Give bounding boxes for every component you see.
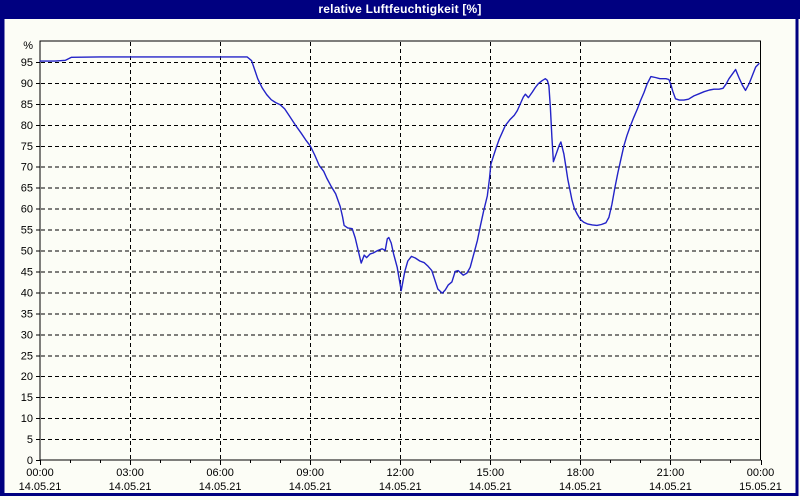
x-tick-date-label: 14.05.21 bbox=[109, 481, 152, 493]
x-axis-labels: 00:00 14.05.21 03:00 14.05.21 06:00 14.05.21 0… bbox=[19, 467, 782, 493]
x-tick-date-label: 15.05.21 bbox=[739, 481, 782, 493]
y-tick-label: 30 bbox=[21, 329, 33, 341]
x-tick-time-label: 00:00 bbox=[26, 467, 54, 479]
window-frame bbox=[0, 19, 799, 496]
y-tick-label: 80 bbox=[21, 120, 33, 132]
y-tick-label: 55 bbox=[21, 225, 33, 237]
y-tick-label: 65 bbox=[21, 183, 33, 195]
chart-container: 0 5 10 15 20 25 30 35 40 45 50 55 60 65 70 75 80 85 90 95% 0… bbox=[0, 19, 800, 500]
window-titlebar[interactable]: relative Luftfeuchtigkeit [%] bbox=[0, 0, 800, 19]
y-tick-label: 70 bbox=[21, 162, 33, 174]
y-axis-unit-label: % bbox=[23, 40, 33, 52]
x-tick-time-label: 18:00 bbox=[567, 467, 595, 479]
plot-border bbox=[39, 40, 761, 461]
x-tick-date-label: 14.05.21 bbox=[469, 481, 512, 493]
x-tick-date-label: 14.05.21 bbox=[199, 481, 242, 493]
gridlines bbox=[41, 42, 760, 459]
y-tick-label: 85 bbox=[21, 99, 33, 111]
y-tick-label: 95 bbox=[21, 57, 33, 69]
y-tick-label: 15 bbox=[21, 392, 33, 404]
x-tick-date-label: 14.05.21 bbox=[649, 481, 692, 493]
x-tick-date-label: 14.05.21 bbox=[19, 481, 62, 493]
x-tick-time-label: 00:00 bbox=[747, 467, 775, 479]
x-tick-time-label: 15:00 bbox=[477, 467, 505, 479]
humidity-line-chart: 05101520253035404550556065707580859095%0… bbox=[0, 19, 799, 496]
x-tick-time-label: 03:00 bbox=[116, 467, 144, 479]
x-tick-date-label: 14.05.21 bbox=[379, 481, 422, 493]
y-tick-label: 10 bbox=[21, 413, 33, 425]
y-tick-label: 35 bbox=[21, 308, 33, 320]
x-tick-date-label: 14.05.21 bbox=[559, 481, 602, 493]
window-title: relative Luftfeuchtigkeit [%] bbox=[318, 2, 482, 16]
humidity-series-line bbox=[39, 56, 760, 294]
y-tick-label: 40 bbox=[21, 287, 33, 299]
y-tick-label: 20 bbox=[21, 371, 33, 383]
y-tick-label: 50 bbox=[21, 246, 33, 258]
y-axis-labels: 0 5 10 15 20 25 30 35 40 45 50 55 60 65 70 75 80 85 90 95% bbox=[21, 40, 33, 467]
x-tick-time-label: 12:00 bbox=[386, 467, 414, 479]
y-tick-label: 0 bbox=[27, 455, 33, 467]
x-tick-time-label: 21:00 bbox=[657, 467, 685, 479]
x-tick-time-label: 06:00 bbox=[206, 467, 234, 479]
y-tick-label: 5 bbox=[27, 434, 33, 446]
x-tick-date-label: 14.05.21 bbox=[289, 481, 332, 493]
x-tick-time-label: 09:00 bbox=[296, 467, 324, 479]
y-tick-label: 45 bbox=[21, 266, 33, 278]
y-tick-label: 60 bbox=[21, 204, 33, 216]
y-tick-label: 75 bbox=[21, 141, 33, 153]
y-tick-label: 90 bbox=[21, 78, 33, 90]
y-tick-label: 25 bbox=[21, 350, 33, 362]
